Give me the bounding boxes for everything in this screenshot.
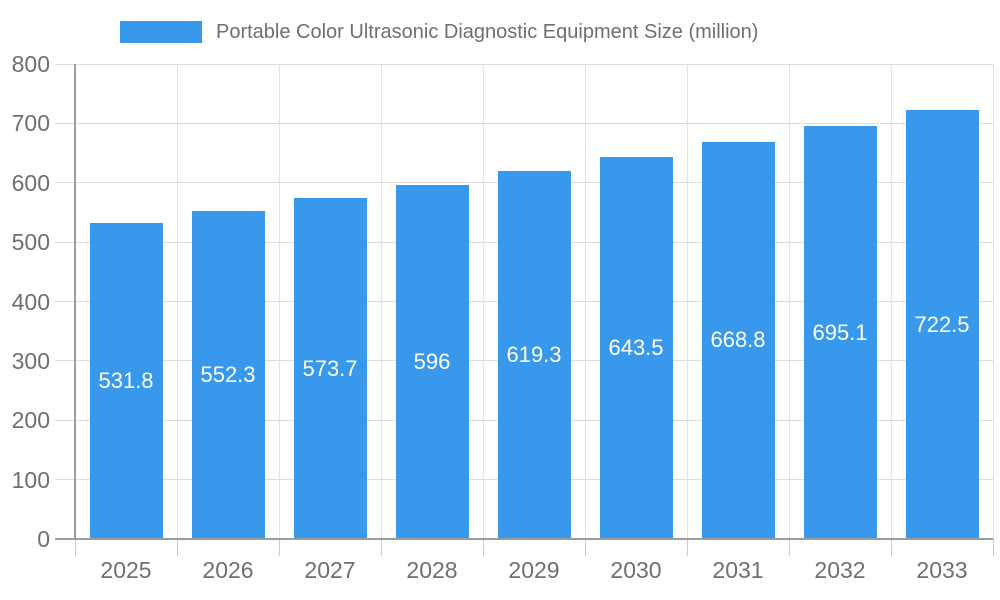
- bar[interactable]: 722.5: [905, 110, 979, 539]
- x-axis-tick-label: 2025: [100, 557, 152, 583]
- bar-value-label: 643.5: [608, 334, 664, 360]
- y-axis-tick-label: 300: [11, 347, 50, 374]
- x-axis-tick: [482, 539, 484, 556]
- legend-swatch-icon: [120, 21, 202, 43]
- bar-value-label: 668.8: [710, 327, 766, 353]
- legend-label: Portable Color Ultrasonic Diagnostic Equ…: [216, 21, 759, 43]
- bar[interactable]: 695.1: [803, 126, 877, 539]
- x-axis-tick: [788, 539, 790, 556]
- grid-line-vertical: [992, 64, 994, 539]
- bar-value-label: 695.1: [812, 319, 868, 345]
- bar-value-label: 531.8: [98, 368, 154, 394]
- x-axis-line: [55, 537, 993, 540]
- bar[interactable]: 619.3: [497, 171, 571, 539]
- x-axis-tick: [584, 539, 586, 556]
- y-axis-line: [73, 64, 76, 539]
- grid-line-vertical: [176, 64, 178, 539]
- bar[interactable]: 596: [395, 185, 469, 539]
- y-axis-tick-label: 600: [11, 169, 50, 196]
- bar[interactable]: 668.8: [701, 141, 775, 539]
- grid-line-vertical: [686, 64, 688, 539]
- grid-line-horizontal: [55, 63, 993, 65]
- bar[interactable]: 531.8: [89, 223, 163, 539]
- x-axis-tick-label: 2032: [814, 557, 866, 583]
- x-axis-tick-label: 2030: [610, 557, 662, 583]
- y-axis-tick-label: 800: [11, 51, 50, 77]
- x-axis-tick-label: 2031: [712, 557, 764, 583]
- x-axis-tick: [380, 539, 382, 556]
- x-axis-tick-label: 2028: [406, 557, 458, 583]
- y-axis-tick-label: 200: [11, 407, 50, 434]
- bar[interactable]: 573.7: [293, 198, 367, 539]
- y-axis-tick-label: 0: [37, 526, 50, 552]
- y-axis-tick-label: 500: [11, 229, 50, 256]
- x-axis-tick-label: 2029: [508, 557, 560, 583]
- x-axis-tick: [74, 539, 76, 556]
- x-axis-tick-label: 2026: [202, 557, 254, 583]
- y-axis-tick-label: 100: [11, 466, 50, 493]
- x-axis-tick: [278, 539, 280, 556]
- bar-value-label: 619.3: [506, 342, 562, 368]
- grid-line-vertical: [482, 64, 484, 539]
- bar-value-label: 596: [413, 349, 451, 375]
- x-axis-tick: [686, 539, 688, 556]
- x-axis-tick-label: 2027: [304, 557, 356, 583]
- grid-line-horizontal: [55, 122, 993, 124]
- bar-value-label: 573.7: [302, 355, 358, 381]
- chart-legend[interactable]: Portable Color Ultrasonic Diagnostic Equ…: [120, 20, 758, 44]
- bar[interactable]: 643.5: [599, 156, 673, 539]
- bar-value-label: 722.5: [914, 311, 970, 337]
- y-axis-tick-label: 700: [11, 110, 50, 137]
- x-axis-tick: [992, 539, 994, 556]
- grid-line-vertical: [584, 64, 586, 539]
- grid-line-vertical: [890, 64, 892, 539]
- bar[interactable]: 552.3: [191, 211, 265, 539]
- x-axis-tick: [890, 539, 892, 556]
- grid-line-vertical: [278, 64, 280, 539]
- grid-line-vertical: [788, 64, 790, 539]
- x-axis-tick: [176, 539, 178, 556]
- grid-line-vertical: [380, 64, 382, 539]
- bar-value-label: 552.3: [200, 362, 256, 388]
- y-axis-tick-label: 400: [11, 288, 50, 315]
- x-axis-tick-label: 2033: [916, 557, 968, 583]
